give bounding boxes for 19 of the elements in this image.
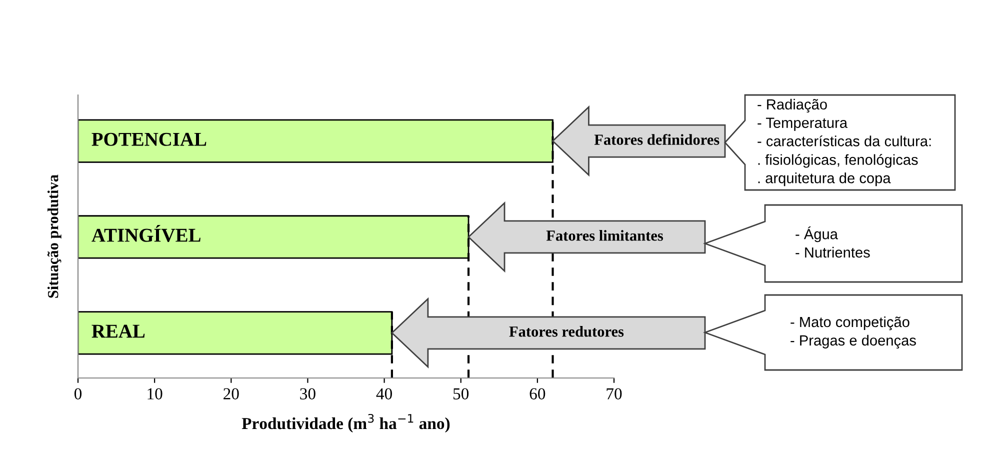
text: - Mato competição - Pragas e doenças xyxy=(790,316,916,349)
x-tick-label: 20 xyxy=(224,388,239,400)
x-axis-title: Produtividade (m$^{3}$ ha$^{−1}$ ano) xyxy=(242,414,450,433)
x-tick-label: 60 xyxy=(530,388,546,400)
x-tick-label: 0 xyxy=(74,388,82,400)
y-tick-label: REAL xyxy=(92,324,145,338)
y-axis-title: Situação produtiva xyxy=(47,174,62,298)
x-tick-label: 40 xyxy=(376,388,392,400)
y-tick-label: POTENCIAL xyxy=(92,132,206,146)
y-tick-label: ATINGÍVEL xyxy=(92,225,200,242)
x-tick-label: 70 xyxy=(606,388,622,400)
annotation: Fatores limitantes xyxy=(546,230,664,241)
text: - Radiação - Temperatura - características da cultura: . fisiológicas, fenológicas . arquitetura de copa xyxy=(758,98,931,186)
x-tick-label: 30 xyxy=(300,388,316,400)
annotation: Fatores definidores xyxy=(594,134,720,145)
x-tick-label: 50 xyxy=(453,388,469,400)
text: - Água - Nutrientes xyxy=(796,226,870,258)
annotation: Fatores redutores xyxy=(509,326,624,337)
x-tick-label: 10 xyxy=(148,388,162,400)
